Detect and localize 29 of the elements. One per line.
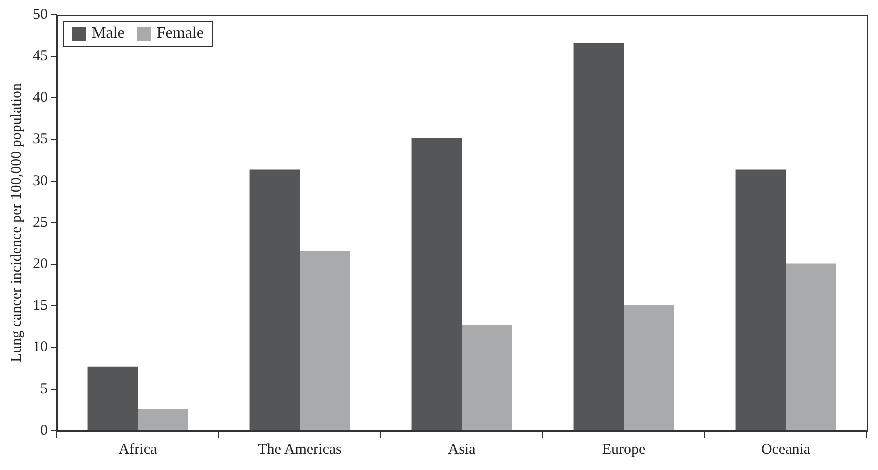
y-tick-label: 5 — [40, 381, 48, 398]
y-tick-label: 50 — [33, 6, 48, 23]
bar — [736, 170, 786, 430]
bar — [624, 305, 674, 430]
bar — [786, 264, 836, 430]
bar — [300, 251, 350, 430]
y-axis-title: Lung cancer incidence per 100,000 population — [8, 82, 25, 363]
x-tick-label: Europe — [602, 442, 646, 458]
x-tick-label: Asia — [448, 442, 476, 458]
x-tick-label: The Americas — [258, 442, 342, 458]
bar — [250, 170, 300, 430]
y-tick-label: 45 — [33, 48, 48, 65]
x-tick-label: Oceania — [761, 442, 811, 458]
y-tick-label: 20 — [33, 256, 48, 273]
legend-label: Female — [156, 25, 204, 43]
bar — [462, 325, 512, 430]
y-tick-label: 25 — [33, 214, 48, 231]
x-tick-label: Africa — [118, 442, 158, 458]
bar — [138, 409, 188, 430]
y-tick-label: 0 — [40, 422, 48, 439]
bar — [412, 138, 462, 430]
y-tick-label: 10 — [33, 340, 48, 356]
bar — [574, 43, 624, 430]
y-tick-label: 15 — [33, 298, 48, 314]
legend-label: Male — [92, 25, 125, 43]
y-tick-label: 40 — [33, 90, 48, 106]
y-tick-label: 30 — [33, 173, 48, 190]
y-tick-label: 35 — [33, 132, 48, 148]
bar — [88, 366, 138, 430]
